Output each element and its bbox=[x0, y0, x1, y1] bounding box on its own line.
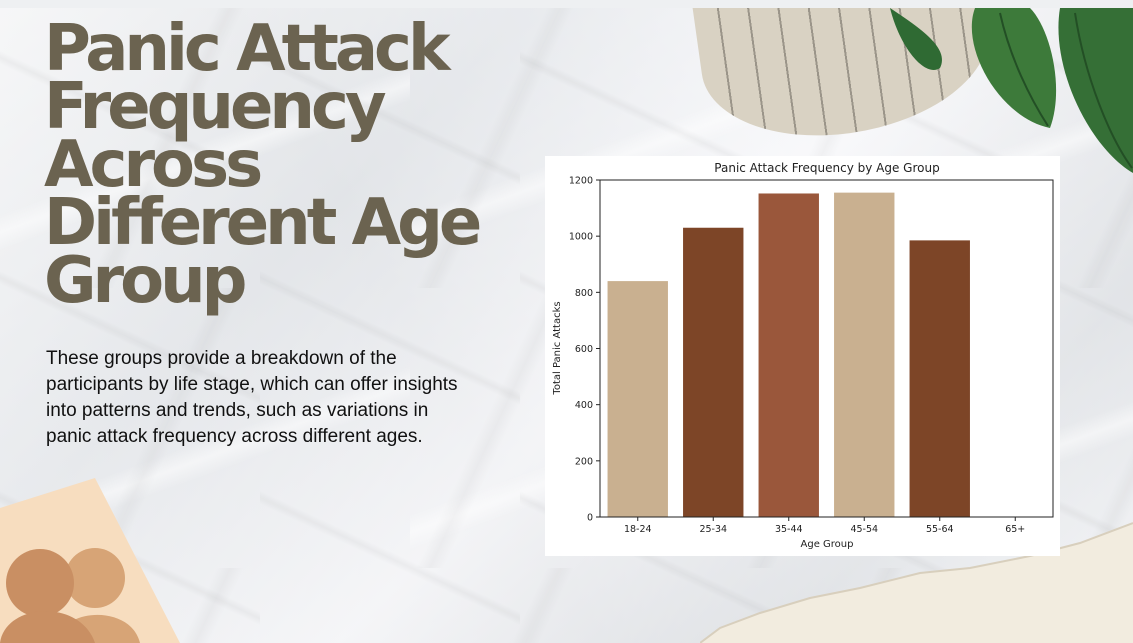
chart-title: Panic Attack Frequency by Age Group bbox=[714, 161, 939, 175]
y-tick-label: 600 bbox=[575, 344, 593, 355]
plot-frame bbox=[599, 179, 1054, 518]
x-tick-label: 35-44 bbox=[775, 524, 803, 535]
bar-35-44 bbox=[758, 193, 819, 518]
slide: Panic Attack Frequency Across Different … bbox=[0, 8, 1133, 643]
y-tick-label: 800 bbox=[575, 288, 593, 299]
chart-panel: Panic Attack Frequency by Age Group Age … bbox=[545, 156, 1060, 556]
y-tick-label: 400 bbox=[575, 400, 593, 411]
y-tick-label: 0 bbox=[587, 513, 593, 524]
bar-55-64 bbox=[909, 240, 970, 518]
human-silhouettes-icon bbox=[0, 478, 180, 643]
x-tick-label: 18-24 bbox=[624, 524, 652, 535]
x-axis-label: Age Group bbox=[801, 539, 854, 550]
y-tick-label: 1000 bbox=[569, 232, 593, 243]
x-tick-label: 25-34 bbox=[699, 524, 727, 535]
y-tick-label: 1200 bbox=[569, 176, 593, 187]
x-tick-label: 45-54 bbox=[850, 524, 878, 535]
bar-chart: Panic Attack Frequency by Age Group Age … bbox=[552, 161, 1054, 550]
bar-45-54 bbox=[834, 192, 895, 517]
bar-25-34 bbox=[683, 227, 744, 517]
plot-area: 18-24 25-34 35-44 45-54 55-64 65+ 0 200 400 600 80… bbox=[569, 176, 1054, 535]
slide-title: Panic Attack Frequency Across Different … bbox=[44, 12, 482, 318]
slide-description: These groups provide a breakdown of the … bbox=[46, 348, 458, 447]
y-tick-label: 200 bbox=[575, 456, 593, 467]
bar-18-24 bbox=[607, 281, 668, 517]
y-axis-label: Total Panic Attacks bbox=[552, 301, 563, 395]
x-tick-label: 55-64 bbox=[926, 524, 954, 535]
green-leaves-icon bbox=[890, 8, 1133, 173]
x-tick-label: 65+ bbox=[1005, 524, 1025, 535]
